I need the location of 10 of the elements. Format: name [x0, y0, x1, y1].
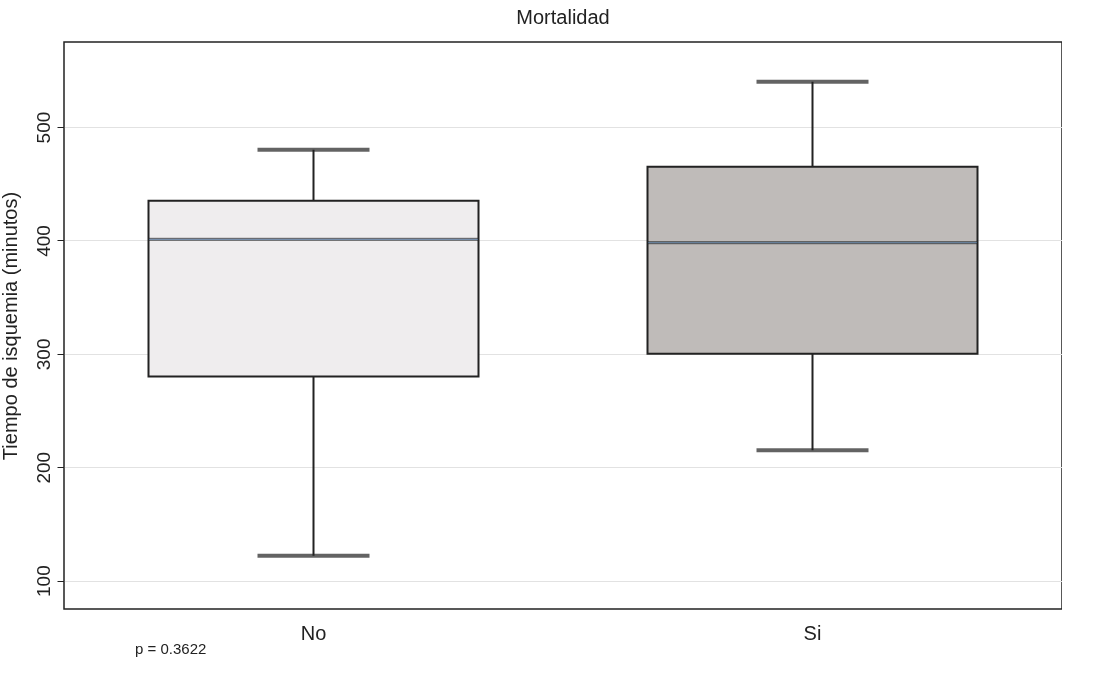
y-tick-label: 300	[32, 338, 54, 371]
y-tick-label: 100	[32, 565, 54, 597]
y-axis-title: Tiempo de isquemia (minutos)	[0, 191, 21, 461]
text: p = 0.3622	[135, 640, 207, 657]
chart-title: Mortalidad	[516, 6, 610, 28]
y-tick-label: 400	[32, 225, 54, 257]
x-tick-label: Si	[803, 621, 822, 644]
x-tick-label: No	[300, 621, 327, 644]
y-tick-label: 200	[32, 451, 54, 484]
y-tick-label: 500	[32, 111, 54, 144]
